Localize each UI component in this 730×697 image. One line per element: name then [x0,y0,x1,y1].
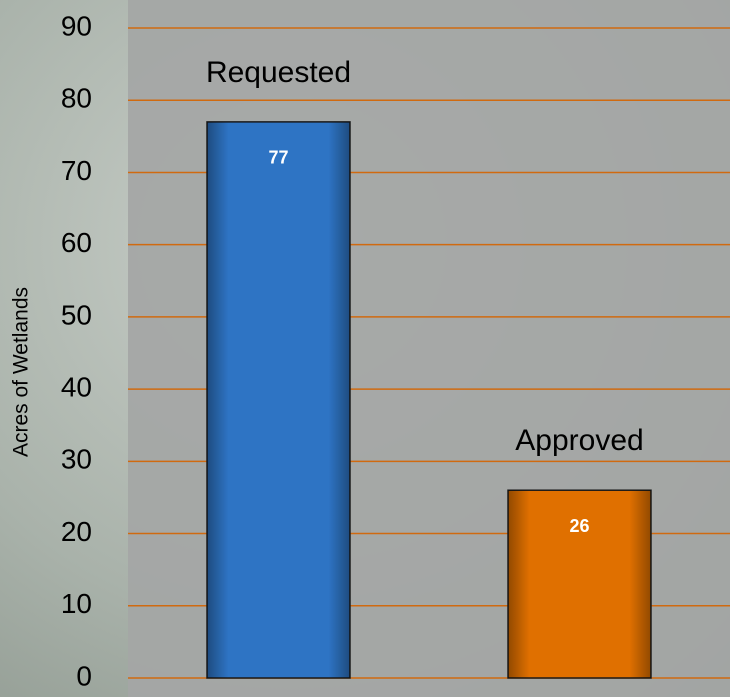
y-tick-label: 60 [61,227,92,258]
y-tick-label: 20 [61,516,92,547]
bar-shade [207,121,350,678]
y-tick-label: 70 [61,155,92,186]
value-label: 26 [569,516,589,536]
category-label: Requested [206,56,351,89]
y-tick-label: 10 [61,588,92,619]
marks: 77 Requested 26 Approved [206,56,652,679]
y-tick-label: 30 [61,444,92,475]
y-tick-label: 80 [61,83,92,114]
bar-shade [508,490,651,678]
y-tick-label: 50 [61,299,92,330]
y-tick-label: 0 [76,660,92,691]
y-tick-label: 90 [61,10,92,41]
y-axis-label: Acres of Wetlands [10,287,33,457]
y-tick-label: 40 [61,372,92,403]
value-label: 77 [268,148,288,168]
category-label: Approved [515,424,643,457]
